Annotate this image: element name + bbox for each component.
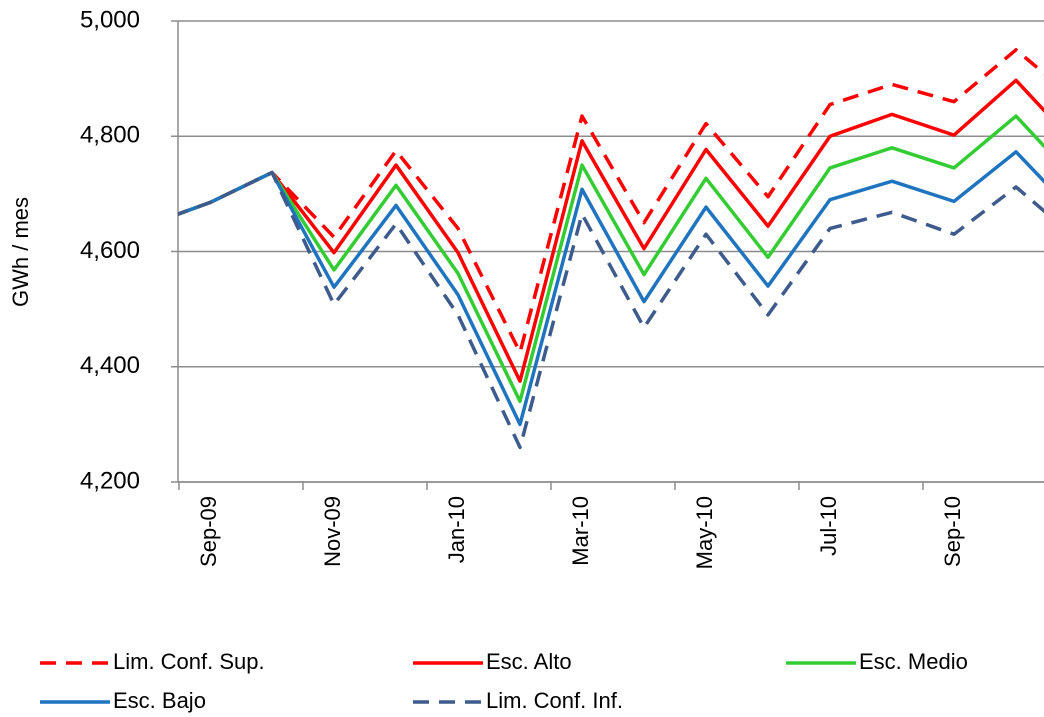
plot-area <box>178 48 1044 450</box>
series-line <box>178 114 1044 404</box>
legend-label: Lim. Conf. Sup. <box>113 649 265 674</box>
legend-label: Esc. Bajo <box>113 688 206 713</box>
x-tick-label: Jul-10 <box>816 496 841 556</box>
x-tick-label: Nov-09 <box>320 496 345 567</box>
y-tick-label: 4,200 <box>80 467 140 494</box>
series-line <box>178 170 1044 450</box>
x-tick-label: Sep-10 <box>940 496 965 567</box>
series-line <box>178 78 1044 383</box>
series-line <box>178 48 1044 355</box>
x-tick-label: Sep-09 <box>196 496 221 567</box>
y-tick-label: 4,400 <box>80 352 140 379</box>
x-tick-label: Mar-10 <box>568 496 593 566</box>
legend-label: Lim. Conf. Inf. <box>486 688 623 713</box>
x-tick-label: May-10 <box>692 496 717 569</box>
y-tick-label: 5,000 <box>80 6 140 33</box>
y-axis-label: GWh / mes <box>8 197 33 307</box>
y-tick-label: 4,800 <box>80 122 140 149</box>
x-tick-label: Jan-10 <box>444 496 469 563</box>
legend-label: Esc. Medio <box>859 649 968 674</box>
y-tick-label: 4,600 <box>80 237 140 264</box>
series-line <box>178 150 1044 427</box>
legend-label: Esc. Alto <box>486 649 572 674</box>
